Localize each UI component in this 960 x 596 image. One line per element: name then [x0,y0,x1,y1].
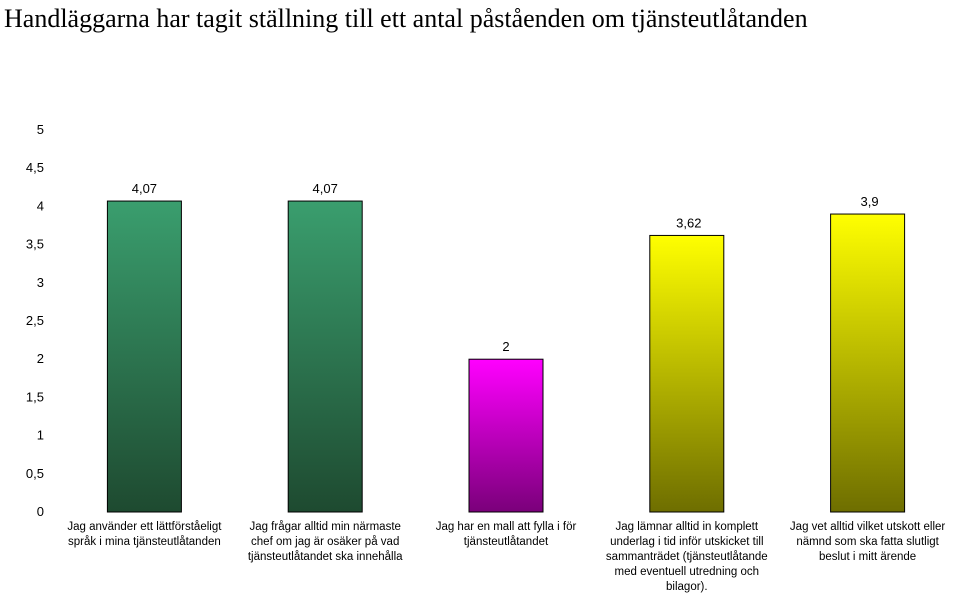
value-labels: 4,07 4,07 2 3,62 3,9 [132,181,879,354]
bars [106,200,906,513]
y-tick-label: 0 [37,504,44,519]
x-tick-label: Jag använder ett lättförståeligt språk i… [67,521,222,548]
y-tick-label: 4 [37,198,44,213]
data-label: 4,07 [132,181,157,196]
x-tick-label: Jag vet alltid vilket utskott eller nämn… [789,521,946,563]
y-tick-label: 2 [37,351,44,366]
bar [830,213,906,513]
y-tick-label: 0,5 [26,466,44,481]
data-label: 3,62 [676,215,701,230]
bar [468,358,544,513]
y-tick-label: 5 [37,122,44,137]
data-label: 2 [502,339,509,354]
y-axis-ticks: 0 0,5 1 1,5 2 2,5 3 3,5 4 4,5 5 [26,122,44,519]
chart-title: Handläggarna har tagit ställning till et… [4,4,808,33]
bar [649,234,725,513]
bar [287,200,363,513]
y-tick-label: 4,5 [26,160,44,175]
y-tick-label: 2,5 [26,313,44,328]
x-tick-label: Jag frågar alltid min närmaste chef om j… [247,521,403,563]
y-tick-label: 3 [37,275,44,290]
y-tick-label: 1,5 [26,389,44,404]
bar [106,200,182,513]
x-tick-label: Jag lämnar alltid in komplett underlag i… [605,521,768,593]
y-tick-label: 1 [37,428,44,443]
x-tick-label: Jag har en mall att fylla i för tjänsteu… [435,521,577,548]
y-tick-label: 3,5 [26,237,44,252]
data-label: 4,07 [313,181,338,196]
data-label: 3,9 [861,194,879,209]
